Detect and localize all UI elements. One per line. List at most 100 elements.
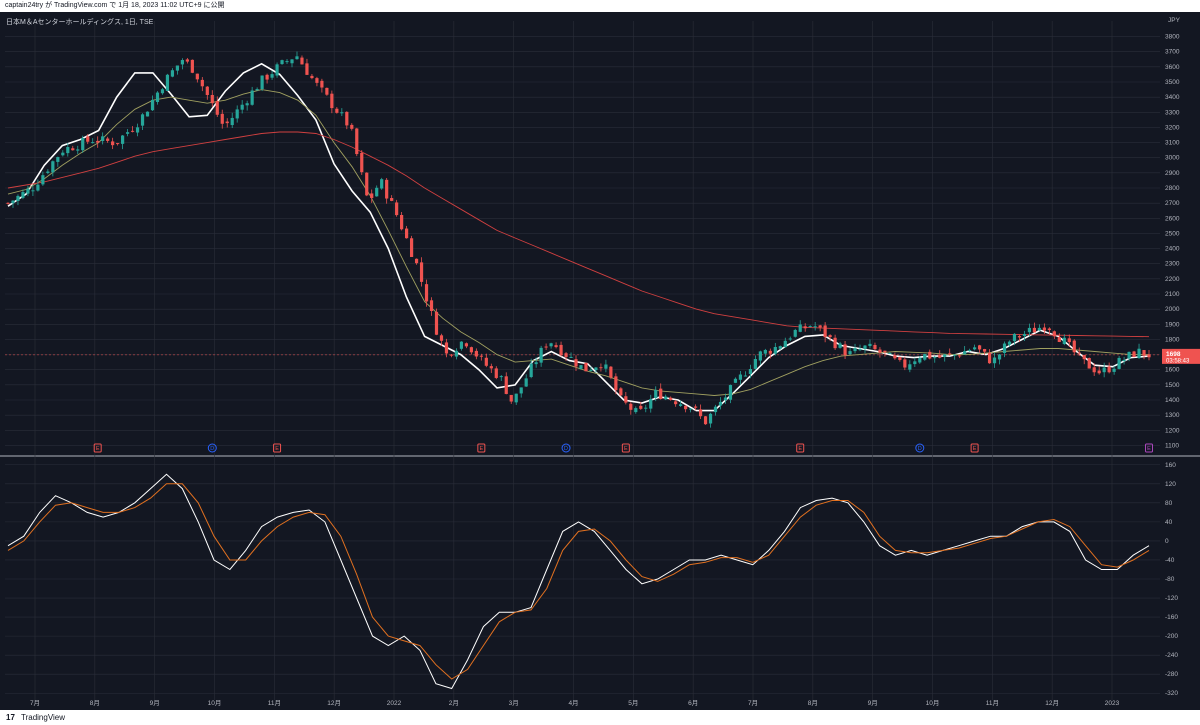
- candle-body: [320, 80, 324, 88]
- event-marker-label: E: [275, 446, 279, 452]
- earnings-marker[interactable]: [93, 443, 102, 453]
- currency-label: JPY: [1168, 17, 1181, 24]
- candle-body: [858, 349, 862, 351]
- candle-body: [654, 389, 658, 398]
- price-tick-label: 1100: [1165, 442, 1179, 449]
- candle-body: [674, 401, 678, 405]
- time-tick-label: 11月: [268, 699, 281, 707]
- candle-body: [1057, 337, 1061, 342]
- earnings-marker[interactable]: [273, 443, 282, 453]
- oscillator-pane: [7, 473, 1150, 690]
- dividend-marker[interactable]: [561, 443, 571, 453]
- candle-body: [1027, 327, 1032, 333]
- candle-body: [245, 103, 249, 106]
- candle-body: [584, 362, 588, 372]
- earnings-marker[interactable]: [796, 443, 805, 453]
- candle-body: [703, 416, 708, 425]
- candle-body: [569, 356, 573, 358]
- candle-body: [355, 128, 359, 155]
- candle-body: [1107, 366, 1111, 373]
- osc-tick-label: -240: [1165, 652, 1178, 659]
- ma-short-line: [7, 62, 1150, 412]
- candlesticks: [6, 51, 1151, 428]
- candle-body: [165, 74, 170, 91]
- candle-body: [380, 179, 384, 189]
- last-price-badge: [1162, 348, 1200, 364]
- candle-body: [753, 359, 757, 369]
- ma-mid-line: [7, 89, 1149, 396]
- candle-body: [250, 90, 254, 105]
- candle-body: [125, 132, 130, 134]
- candle-body: [1022, 333, 1027, 336]
- candle-body: [429, 300, 434, 311]
- time-tick-label: 2022: [387, 700, 402, 707]
- candle-body: [96, 140, 100, 143]
- candle-body: [16, 195, 20, 202]
- candle-body: [46, 171, 50, 173]
- time-tick-label: 2月: [449, 699, 459, 707]
- candle-body: [434, 311, 439, 335]
- time-tick-label: 8月: [808, 699, 818, 707]
- candle-body: [953, 354, 957, 356]
- candle-body: [783, 340, 787, 348]
- candle-body: [878, 349, 882, 353]
- candle-body: [170, 70, 175, 77]
- candle-body: [594, 367, 598, 371]
- candle-body: [982, 349, 987, 352]
- candle-body: [200, 79, 204, 87]
- candle-body: [1117, 357, 1121, 369]
- candle-body: [1032, 327, 1037, 333]
- candle-body: [285, 61, 289, 63]
- candle-body: [111, 141, 115, 146]
- candle-body: [405, 228, 409, 239]
- candle-body: [145, 111, 150, 117]
- candle-body: [763, 349, 767, 354]
- grid-lines: [0, 21, 1200, 700]
- dividend-marker[interactable]: [915, 443, 925, 453]
- candle-body: [205, 86, 209, 95]
- candle-body: [160, 89, 165, 94]
- earnings-marker[interactable]: [970, 443, 979, 453]
- candle-body: [340, 112, 344, 114]
- candle-body: [614, 376, 618, 391]
- axes: 1100120013001400150016001700180019002000…: [30, 34, 1200, 707]
- dividend-marker[interactable]: [207, 443, 217, 453]
- candle-body: [31, 190, 35, 192]
- candle-body: [310, 75, 314, 79]
- time-tick-label: 8月: [90, 699, 100, 707]
- candle-body: [873, 344, 877, 350]
- event-marker-label: E: [96, 446, 100, 452]
- candle-body: [1002, 343, 1007, 354]
- candle-body: [723, 397, 728, 401]
- candle-body: [644, 407, 648, 409]
- candle-body: [958, 355, 962, 357]
- osc-tick-label: 120: [1165, 481, 1176, 488]
- event-marker-label: E: [1147, 446, 1151, 452]
- candle-body: [1062, 337, 1066, 345]
- earnings-marker[interactable]: [621, 443, 630, 453]
- candle-body: [948, 353, 952, 355]
- candle-body: [559, 344, 563, 356]
- candle-body: [370, 193, 374, 198]
- candle-body: [554, 345, 558, 348]
- candle-body: [898, 357, 902, 360]
- candle-body: [669, 397, 673, 400]
- candle-body: [524, 378, 528, 387]
- earnings-marker[interactable]: [1145, 443, 1153, 453]
- candle-body: [215, 101, 219, 115]
- earnings-marker[interactable]: [477, 443, 486, 453]
- candle-body: [793, 329, 797, 337]
- footer-bar: 17 TradingView: [0, 710, 1200, 725]
- event-marker-label: E: [798, 446, 802, 452]
- candle-body: [419, 262, 424, 282]
- candle-body: [106, 138, 110, 141]
- candle-body: [1127, 351, 1131, 359]
- candle-body: [698, 409, 703, 417]
- candle-body: [529, 363, 533, 378]
- candle-body: [808, 326, 812, 328]
- time-tick-label: 10月: [926, 699, 940, 707]
- candle-body: [1082, 355, 1086, 360]
